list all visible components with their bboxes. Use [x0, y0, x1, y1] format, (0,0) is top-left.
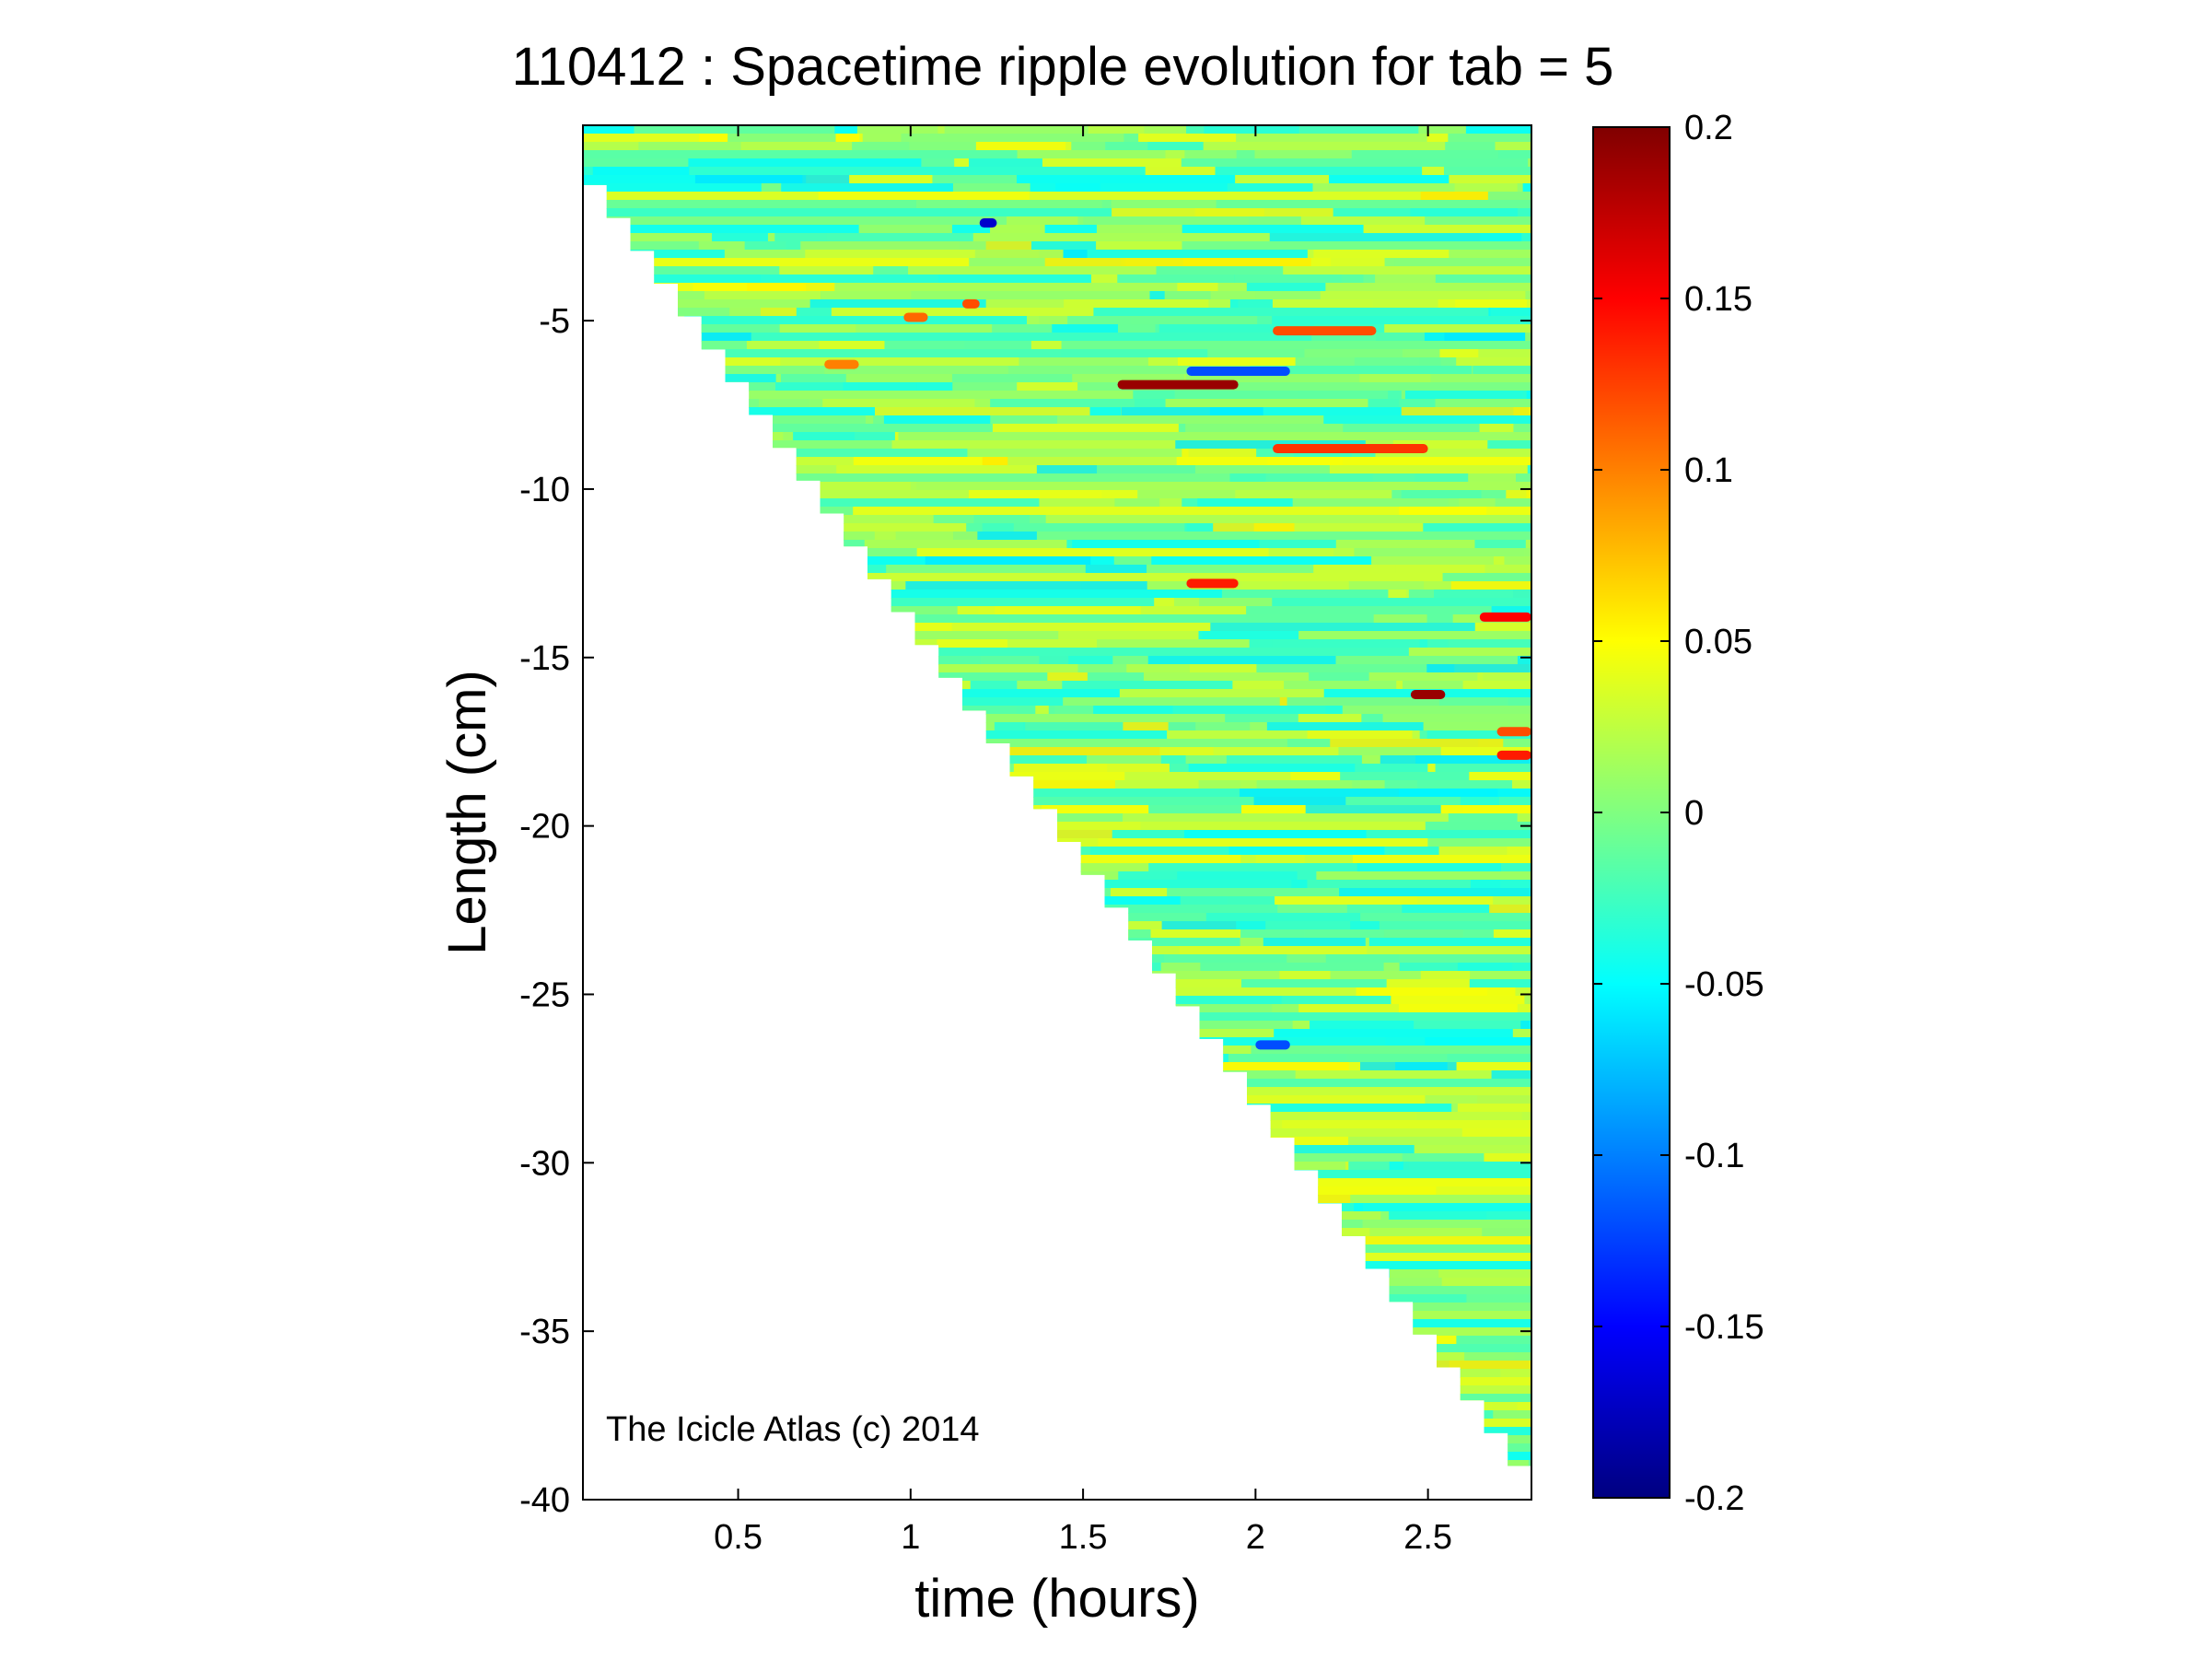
- x-tick-label: 1: [901, 1518, 920, 1557]
- ripple-feature: [1479, 612, 1531, 622]
- colorbar-tick-label: 0.2: [1684, 109, 1733, 147]
- ripple-feature: [1273, 444, 1428, 454]
- x-axis: 0.5 1 1.5 2 2.5: [714, 125, 1452, 1557]
- ripple-feature: [979, 218, 997, 228]
- ripple-feature: [1496, 727, 1531, 737]
- y-tick-label: -5: [539, 302, 570, 341]
- y-tick-label: -40: [519, 1481, 570, 1520]
- ripple-feature: [1496, 750, 1531, 760]
- y-tick-label: -30: [519, 1144, 570, 1183]
- y-tick-label: -25: [519, 976, 570, 1014]
- y-axis: -40 -35 -30 -25 -20 -15 -10 -5: [519, 302, 1531, 1520]
- colorbar-tick-label: -0.05: [1684, 965, 1764, 1004]
- ripple-feature: [1273, 326, 1377, 336]
- x-tick-label: 2.5: [1403, 1518, 1452, 1557]
- x-axis-label: time (hours): [914, 1569, 1199, 1629]
- colorbar-axis: 0.2 0.15 0.1 0.05 0 -0.05 -0.1 -0.15 -0.2: [1593, 109, 1764, 1518]
- colorbar-tick-label: 0: [1684, 794, 1704, 833]
- colorbar-tick-label: 0.05: [1684, 623, 1752, 661]
- ripple-feature: [962, 298, 980, 309]
- y-tick-label: -10: [519, 471, 570, 509]
- chart-title: 110412 : Spacetime ripple evolution for …: [512, 37, 1614, 97]
- x-tick-label: 0.5: [714, 1518, 763, 1557]
- copyright-annotation: The Icicle Atlas (c) 2014: [606, 1410, 980, 1449]
- y-axis-label: Length (cm): [437, 670, 497, 954]
- x-tick-label: 2: [1246, 1518, 1265, 1557]
- y-tick-label: -35: [519, 1313, 570, 1351]
- colorbar-tick-label: -0.15: [1684, 1308, 1764, 1347]
- ripple-feature: [824, 359, 859, 369]
- colorbar: [1592, 126, 1671, 1499]
- y-tick-label: -15: [519, 639, 570, 678]
- x-tick-label: 1.5: [1059, 1518, 1108, 1557]
- ripple-feature: [1186, 578, 1239, 589]
- colorbar-tick-label: -0.2: [1684, 1479, 1744, 1518]
- colorbar-tick-label: -0.1: [1684, 1137, 1744, 1175]
- ripple-feature: [1117, 380, 1239, 390]
- ripple-feature: [1186, 366, 1290, 376]
- colorbar-tick-label: 0.15: [1684, 280, 1752, 319]
- y-tick-label: -20: [519, 808, 570, 847]
- colorbar-tick-label: 0.1: [1684, 451, 1733, 490]
- ripple-feature: [1255, 1040, 1290, 1050]
- ripple-feature: [1410, 690, 1446, 700]
- plot-area-frame: [582, 124, 1532, 1501]
- ripple-feature: [903, 312, 928, 322]
